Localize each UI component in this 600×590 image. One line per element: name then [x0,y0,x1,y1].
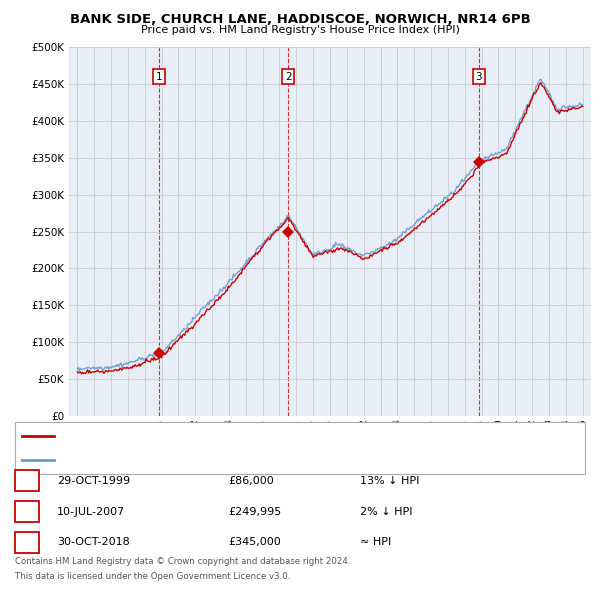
Text: £345,000: £345,000 [228,537,281,547]
Text: Price paid vs. HM Land Registry's House Price Index (HPI): Price paid vs. HM Land Registry's House … [140,25,460,35]
Text: BANK SIDE, CHURCH LANE, HADDISCOE, NORWICH, NR14 6PB: BANK SIDE, CHURCH LANE, HADDISCOE, NORWI… [70,13,530,26]
Text: £86,000: £86,000 [228,476,274,486]
Text: This data is licensed under the Open Government Licence v3.0.: This data is licensed under the Open Gov… [15,572,290,581]
Text: 30-OCT-2018: 30-OCT-2018 [57,537,130,547]
Text: 10-JUL-2007: 10-JUL-2007 [57,507,125,516]
Text: 29-OCT-1999: 29-OCT-1999 [57,476,130,486]
Text: 2% ↓ HPI: 2% ↓ HPI [360,507,413,516]
Text: Contains HM Land Registry data © Crown copyright and database right 2024.: Contains HM Land Registry data © Crown c… [15,558,350,566]
Text: 2: 2 [23,507,31,516]
Text: 3: 3 [475,72,482,81]
Text: 13% ↓ HPI: 13% ↓ HPI [360,476,419,486]
Text: 1: 1 [23,476,31,486]
Text: ≈ HPI: ≈ HPI [360,537,391,547]
Text: 3: 3 [23,537,31,547]
Text: HPI: Average price, detached house, South Norfolk: HPI: Average price, detached house, Sout… [60,455,307,465]
Text: BANK SIDE, CHURCH LANE, HADDISCOE, NORWICH, NR14 6PB (detached house): BANK SIDE, CHURCH LANE, HADDISCOE, NORWI… [60,431,453,441]
Text: 2: 2 [285,72,292,81]
Text: 1: 1 [155,72,162,81]
Text: £249,995: £249,995 [228,507,281,516]
